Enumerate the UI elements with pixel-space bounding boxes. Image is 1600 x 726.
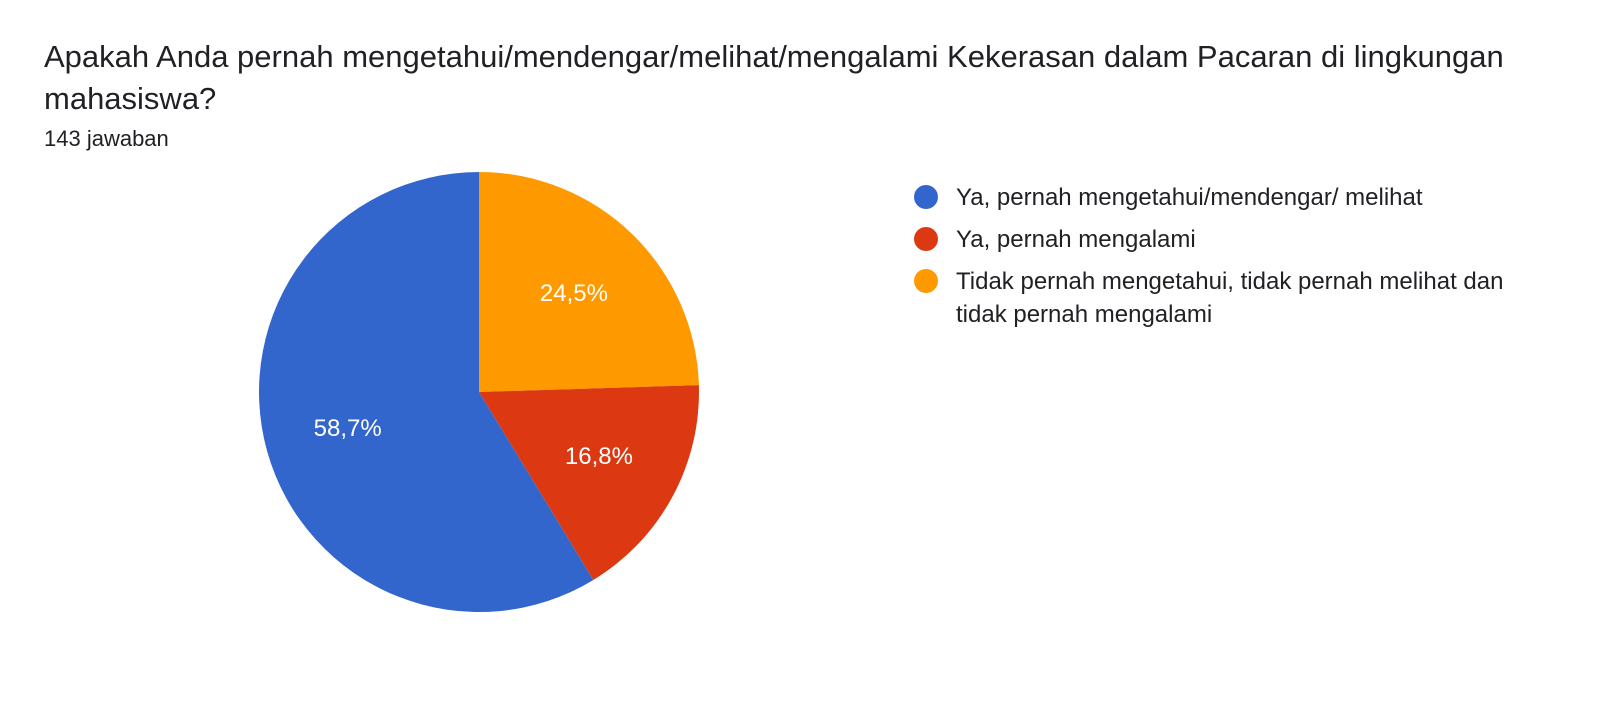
pie-chart: 24,5%16,8%58,7%	[259, 172, 699, 612]
legend-item: Tidak pernah mengetahui, tidak pernah me…	[914, 266, 1554, 331]
chart-subtitle: 143 jawaban	[44, 126, 1556, 152]
legend-item: Ya, pernah mengetahui/mendengar/ melihat	[914, 182, 1554, 214]
legend-label: Ya, pernah mengetahui/mendengar/ melihat	[956, 182, 1423, 214]
legend: Ya, pernah mengetahui/mendengar/ melihat…	[914, 172, 1554, 342]
legend-item: Ya, pernah mengalami	[914, 224, 1554, 256]
pie-slice	[479, 172, 699, 392]
chart-row: 24,5%16,8%58,7% Ya, pernah mengetahui/me…	[44, 172, 1556, 612]
legend-label: Tidak pernah mengetahui, tidak pernah me…	[956, 266, 1516, 331]
chart-container: Apakah Anda pernah mengetahui/mendengar/…	[0, 0, 1600, 632]
chart-title: Apakah Anda pernah mengetahui/mendengar/…	[44, 36, 1544, 120]
legend-swatch	[914, 269, 938, 293]
legend-swatch	[914, 227, 938, 251]
pie-chart-area: 24,5%16,8%58,7%	[44, 172, 914, 612]
pie-svg	[259, 172, 699, 612]
legend-label: Ya, pernah mengalami	[956, 224, 1196, 256]
legend-swatch	[914, 185, 938, 209]
